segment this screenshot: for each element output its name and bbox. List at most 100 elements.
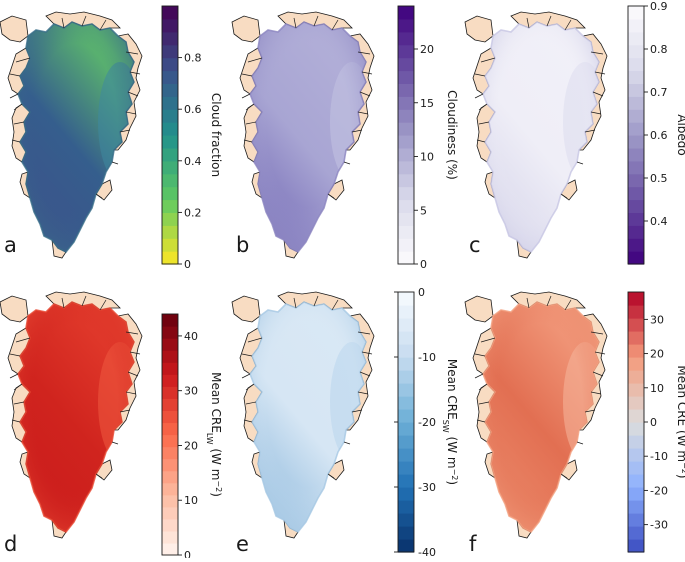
colorbar-band (628, 292, 644, 306)
colorbar-band (162, 398, 178, 411)
fjord-line (127, 371, 139, 377)
fjord-line (478, 401, 490, 405)
land-area (231, 295, 261, 323)
panel-label-a: a (4, 233, 17, 257)
colorbar-tick-label: 0.8 (650, 43, 668, 56)
fjord-line (351, 129, 363, 133)
colorbar-band (398, 173, 414, 188)
colorbar-band (398, 409, 414, 423)
colorbar-tick-label: 0 (650, 416, 657, 429)
colorbar-title: Albedo (675, 114, 685, 156)
colorbar-band (398, 199, 414, 213)
fjord-line (243, 419, 253, 423)
colorbar-band (398, 331, 414, 345)
fjord-line (594, 71, 606, 75)
colorbar-title: Mean CRELW (W m−2) (206, 372, 224, 497)
colorbar-tick-label: 0.6 (184, 103, 202, 116)
colorbar-band (162, 135, 178, 149)
colorbar-band (398, 122, 414, 136)
fjord-line (357, 111, 369, 115)
ice-edge (482, 21, 600, 254)
colorbar-title: Cloudiness (%) (445, 90, 459, 180)
colorbar-band (162, 57, 178, 72)
colorbar-band (628, 435, 644, 449)
colorbar-band (398, 186, 414, 201)
colorbar-band (398, 160, 414, 175)
ice-margin-field (483, 22, 599, 252)
fjord-line (546, 295, 552, 307)
fjord-line (592, 371, 604, 377)
fjord-line (129, 71, 141, 75)
fjord-line (584, 409, 596, 413)
fjord-line (480, 337, 496, 343)
fjord-line (564, 19, 572, 31)
fjord-line (61, 297, 65, 309)
colorbar-band (628, 318, 644, 332)
fjord-line (474, 93, 484, 99)
fjord-line (11, 419, 21, 423)
ice-edge (482, 301, 600, 534)
fjord-line (13, 383, 23, 391)
colorbar-band (628, 44, 644, 59)
colorbar-band (628, 370, 644, 384)
fjord-line (15, 337, 31, 343)
colorbar-band (162, 386, 178, 399)
fjord-line (476, 139, 486, 143)
fjord-line (9, 353, 21, 357)
colorbar-band (162, 147, 178, 162)
colorbar-tick-label: 0.6 (650, 129, 668, 142)
ice-edge (17, 301, 135, 534)
fjord-line (480, 57, 496, 63)
colorbar-b: 0 5 10 15 20 Cloudiness (%) (397, 5, 459, 271)
colorbar-tick-label: -20 (418, 416, 436, 429)
fjord-line (15, 57, 31, 63)
ice-margin-field (250, 302, 366, 532)
colorbar-title: Mean CRESW (W m−2) (442, 359, 460, 485)
colorbar-tick-label: 15 (420, 97, 434, 110)
colorbar-frame (397, 5, 415, 265)
colorbar-band (162, 109, 178, 123)
colorbar-band (628, 331, 644, 345)
fjord-line (119, 409, 131, 413)
colorbar-tick-label: 20 (420, 43, 434, 56)
colorbar-band (162, 18, 178, 33)
fjord-line (478, 121, 490, 125)
fjord-line (476, 419, 486, 423)
colorbar-band (398, 70, 414, 84)
fjord-line (576, 441, 584, 445)
colorbar-band (628, 225, 644, 239)
colorbar-band (162, 506, 178, 520)
colorbar-band (398, 18, 414, 33)
colorbar-band (162, 83, 178, 97)
colorbar-band (628, 422, 644, 436)
colorbar-band (162, 542, 178, 556)
colorbar-band (162, 434, 178, 448)
colorbar-band (162, 326, 178, 339)
colorbar-band (162, 238, 178, 252)
panel-label-e: e (236, 532, 249, 556)
colorbar-band (398, 422, 414, 436)
fjord-line (245, 121, 257, 125)
colorbar-tick-label: -20 (650, 484, 668, 497)
fjord-line (590, 111, 602, 115)
colorbar-band (162, 338, 178, 351)
fjord-line (127, 91, 139, 97)
colorbar-band (628, 199, 644, 213)
fjord-line (9, 373, 19, 379)
ice-margin-field (18, 22, 134, 252)
greenland-map-f (464, 291, 608, 539)
colorbar-tick-label: 0 (184, 258, 191, 271)
fjord-line (357, 51, 371, 55)
colorbar-tick-label: 0 (420, 258, 427, 271)
colorbar-band (398, 44, 414, 59)
fjord-line (241, 353, 253, 357)
panel-label-f: f (469, 532, 477, 556)
colorbar-band (628, 448, 644, 462)
colorbar-band (628, 135, 644, 149)
colorbar-band (398, 96, 414, 110)
colorbar-tick-label: 20 (650, 348, 664, 361)
fjord-line (111, 441, 119, 445)
colorbar-band (398, 435, 414, 449)
colorbar-tick-label: 0.7 (650, 86, 668, 99)
